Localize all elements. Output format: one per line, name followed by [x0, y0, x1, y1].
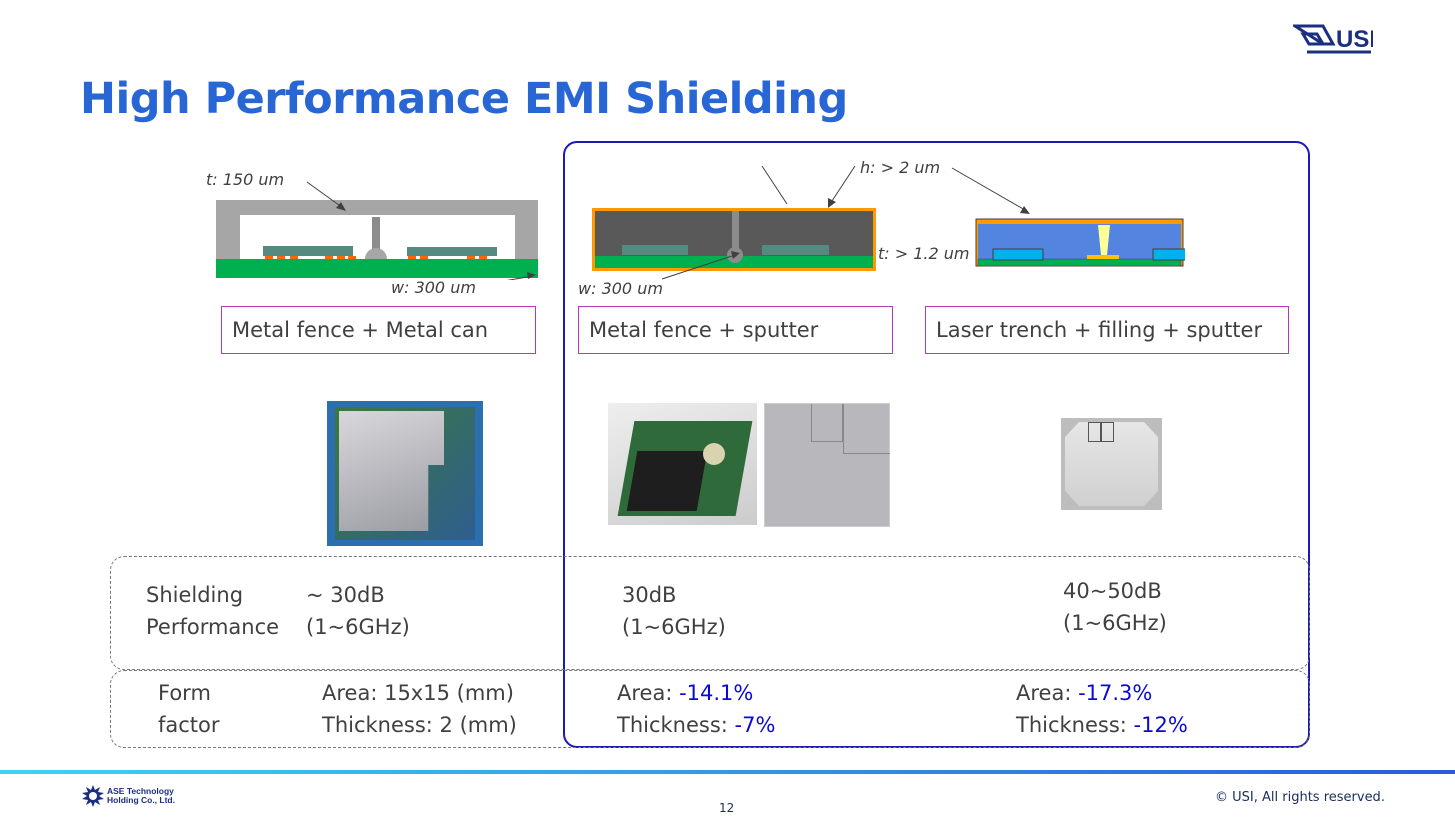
value: 40~50dB [1063, 579, 1162, 603]
usi-logo: USI [1289, 22, 1376, 56]
form-factor-can: Area: 15x15 (mm) Thickness: 2 (mm) [322, 677, 517, 741]
area-label: Area: [1016, 681, 1079, 705]
laser-trench-photo [1061, 418, 1162, 510]
page-number: 12 [719, 801, 735, 815]
laser-trench-diagram [975, 218, 1185, 267]
footer-divider [0, 770, 1455, 774]
ase-sun-icon [82, 785, 104, 807]
thickness-label: t: 150 um [206, 170, 285, 189]
value: ~ 30dB [306, 583, 385, 607]
sputter-module-photo [608, 403, 757, 525]
thickness-delta: -12% [1133, 713, 1188, 737]
sputter-top-photo [764, 403, 890, 527]
company-line: ASE Technology [107, 786, 174, 796]
area-label: Area: [617, 681, 680, 705]
page-title: High Performance EMI Shielding [80, 74, 848, 124]
fence-sputter-diagram [592, 208, 876, 271]
logo-text: USI [1336, 26, 1373, 53]
thickness-label: Thickness: [617, 713, 735, 737]
thickness-label-2: t: > 1.2 um [878, 244, 970, 263]
method-box-can: Metal fence + Metal can [221, 306, 536, 354]
area-delta: -14.1% [679, 681, 754, 705]
value: Area: 15x15 (mm) [322, 681, 514, 705]
value: (1~6GHz) [306, 615, 410, 639]
shielding-sputter: 30dB (1~6GHz) [622, 579, 726, 643]
shielding-can: ~ 30dB (1~6GHz) [306, 579, 410, 643]
shielding-laser: 40~50dB (1~6GHz) [1063, 575, 1167, 639]
value: (1~6GHz) [1063, 611, 1167, 635]
shielding-label: Shielding Performance [146, 579, 279, 643]
metal-can-diagram [216, 181, 538, 280]
thickness-label: Thickness: [1016, 713, 1134, 737]
form-factor-sputter: Area: -14.1% Thickness: -7% [617, 677, 775, 741]
copyright: © USI, All rights reserved. [1215, 790, 1385, 805]
method-box-laser: Laser trench + filling + sputter [925, 306, 1289, 354]
ase-logo: ASE Technology Holding Co., Ltd. [82, 785, 175, 807]
thickness-delta: -7% [734, 713, 776, 737]
value: Thickness: 2 (mm) [322, 713, 517, 737]
form-factor-label: Form factor [158, 677, 220, 741]
label-line: Performance [146, 615, 280, 639]
width-label-2: w: 300 um [578, 279, 663, 298]
method-box-sputter: Metal fence + sputter [578, 306, 893, 354]
label-line: Form [158, 681, 211, 705]
label-line: Shielding [146, 583, 244, 607]
value: 30dB [622, 583, 677, 607]
form-factor-laser: Area: -17.3% Thickness: -12% [1016, 677, 1188, 741]
width-label: w: 300 um [391, 278, 476, 297]
company-line: Holding Co., Ltd. [107, 795, 175, 805]
value: (1~6GHz) [622, 615, 726, 639]
form-factor-row [110, 670, 1310, 748]
label-line: factor [158, 713, 220, 737]
area-delta: -17.3% [1078, 681, 1153, 705]
shielding-row [110, 556, 1310, 670]
arrow-lines [661, 165, 1030, 280]
metal-can-photo [327, 401, 483, 546]
height-label: h: > 2 um [860, 158, 941, 177]
